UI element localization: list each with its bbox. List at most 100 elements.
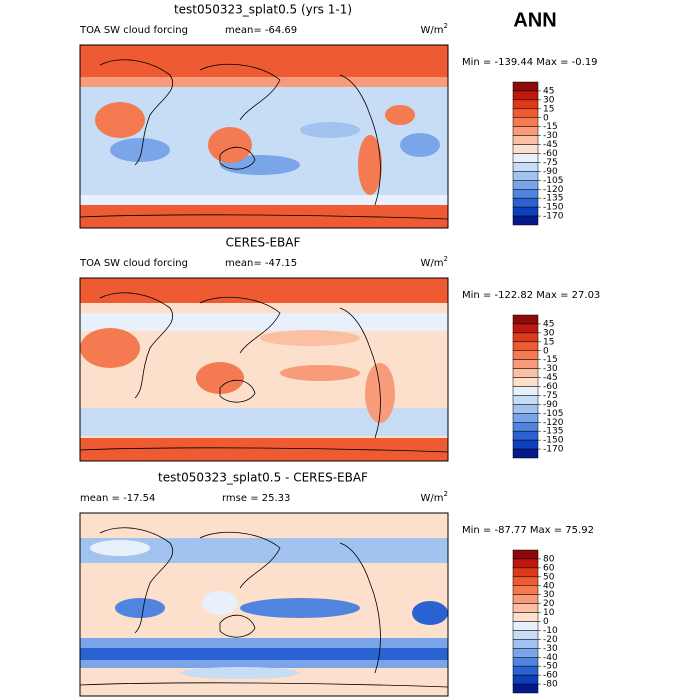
colorbar-label: 15	[543, 104, 554, 114]
colorbar-box	[512, 197, 539, 208]
colorbar-box	[512, 171, 539, 181]
colorbar-label: 10	[543, 608, 555, 618]
panel-label: mean= -64.69	[225, 25, 297, 36]
colorbar-box	[512, 639, 539, 649]
colorbar-label: -90	[543, 167, 558, 177]
unit-label: W/m2	[421, 490, 448, 504]
unit-sup: 2	[444, 490, 448, 498]
colorbar-box	[512, 99, 539, 110]
colorbar-label: -135	[543, 427, 563, 437]
map-field	[196, 362, 244, 394]
map-field	[240, 598, 360, 618]
map-field	[400, 133, 440, 157]
colorbar-box	[512, 576, 539, 586]
map-frame	[79, 44, 449, 229]
colorbar-box	[512, 350, 539, 360]
map-field	[80, 313, 448, 331]
colorbar-box	[512, 332, 539, 343]
colorbar-label: -45	[543, 140, 558, 150]
map-field	[180, 667, 300, 679]
colorbar-box	[512, 612, 539, 622]
colorbar-label: -15	[543, 355, 558, 365]
map-field	[80, 195, 448, 205]
map-field	[80, 77, 448, 87]
colorbar-box	[512, 439, 539, 450]
colorbar-box	[512, 386, 539, 396]
map	[79, 277, 449, 462]
map-field	[80, 648, 448, 660]
map-field	[80, 438, 448, 461]
map-field	[280, 365, 360, 381]
map-field	[80, 278, 448, 303]
colorbar-label: -40	[543, 653, 558, 663]
colorbar-label: -90	[543, 400, 558, 410]
map-frame	[79, 277, 449, 462]
colorbar-label: -75	[543, 158, 558, 168]
colorbar-label: -170	[543, 445, 564, 455]
map-field	[80, 328, 140, 368]
map	[79, 512, 449, 697]
unit-label: W/m2	[421, 22, 448, 36]
colorbar-label: 0	[543, 113, 549, 123]
map-field	[95, 102, 145, 138]
colorbar-box	[512, 377, 539, 387]
unit-base: W/m	[421, 258, 444, 269]
colorbar-box	[512, 81, 539, 92]
map-field	[412, 601, 448, 625]
colorbar-box	[512, 558, 539, 569]
colorbar-box	[512, 153, 539, 163]
colorbar-label: -170	[543, 212, 564, 222]
colorbar-box	[512, 603, 539, 613]
colorbar-box	[512, 395, 539, 405]
colorbar-box	[512, 206, 539, 217]
colorbar-label: 40	[543, 581, 555, 591]
map-field	[110, 138, 170, 162]
colorbar-box	[512, 657, 539, 667]
colorbar-label: -75	[543, 391, 558, 401]
panel-label: TOA SW cloud forcing	[79, 25, 188, 36]
panel-label: mean= -47.15	[225, 258, 297, 269]
map-field	[115, 598, 165, 618]
colorbar-box	[512, 144, 539, 154]
colorbar-box	[512, 549, 539, 560]
panel-label: mean = -17.54	[80, 493, 155, 504]
colorbar-box	[512, 90, 539, 101]
colorbar-box	[512, 648, 539, 658]
colorbar-label: -120	[543, 185, 564, 195]
map-frame	[79, 512, 449, 697]
colorbar-label: 30	[543, 590, 555, 600]
coastline	[79, 527, 449, 688]
colorbar-box	[512, 413, 539, 423]
colorbar-box	[512, 665, 539, 676]
colorbar-box	[512, 585, 539, 595]
map-field	[260, 330, 360, 346]
colorbar-label: -80	[543, 680, 558, 690]
colorbar-box	[512, 126, 539, 136]
colorbar-label: -30	[543, 131, 558, 141]
colorbar-label: -60	[543, 382, 558, 392]
map	[79, 44, 449, 229]
colorbar-box	[512, 621, 539, 631]
panel-title: CERES-EBAF	[226, 236, 301, 250]
colorbar-box	[512, 683, 539, 694]
colorbar-box	[512, 215, 539, 226]
colorbar-label: 50	[543, 572, 555, 582]
colorbar-label: -20	[543, 635, 558, 645]
colorbar-box	[512, 341, 539, 351]
colorbar-label: -30	[543, 364, 558, 374]
colorbar-label: -120	[543, 418, 564, 428]
colorbar-label: 45	[543, 86, 554, 96]
colorbar-box	[512, 404, 539, 414]
unit-base: W/m	[421, 25, 444, 36]
colorbar-label: -150	[543, 436, 564, 446]
colorbar-box	[512, 323, 539, 334]
map-field	[90, 540, 150, 556]
colorbar-box	[512, 368, 539, 378]
unit-sup: 2	[444, 255, 448, 263]
colorbar-label: -135	[543, 194, 563, 204]
colorbar-label: -50	[543, 662, 558, 672]
min-max: Min = -122.82 Max = 27.03	[462, 290, 600, 301]
panel-label: rmse = 25.33	[222, 493, 290, 504]
map-field	[80, 205, 448, 228]
colorbar-box	[512, 189, 539, 199]
